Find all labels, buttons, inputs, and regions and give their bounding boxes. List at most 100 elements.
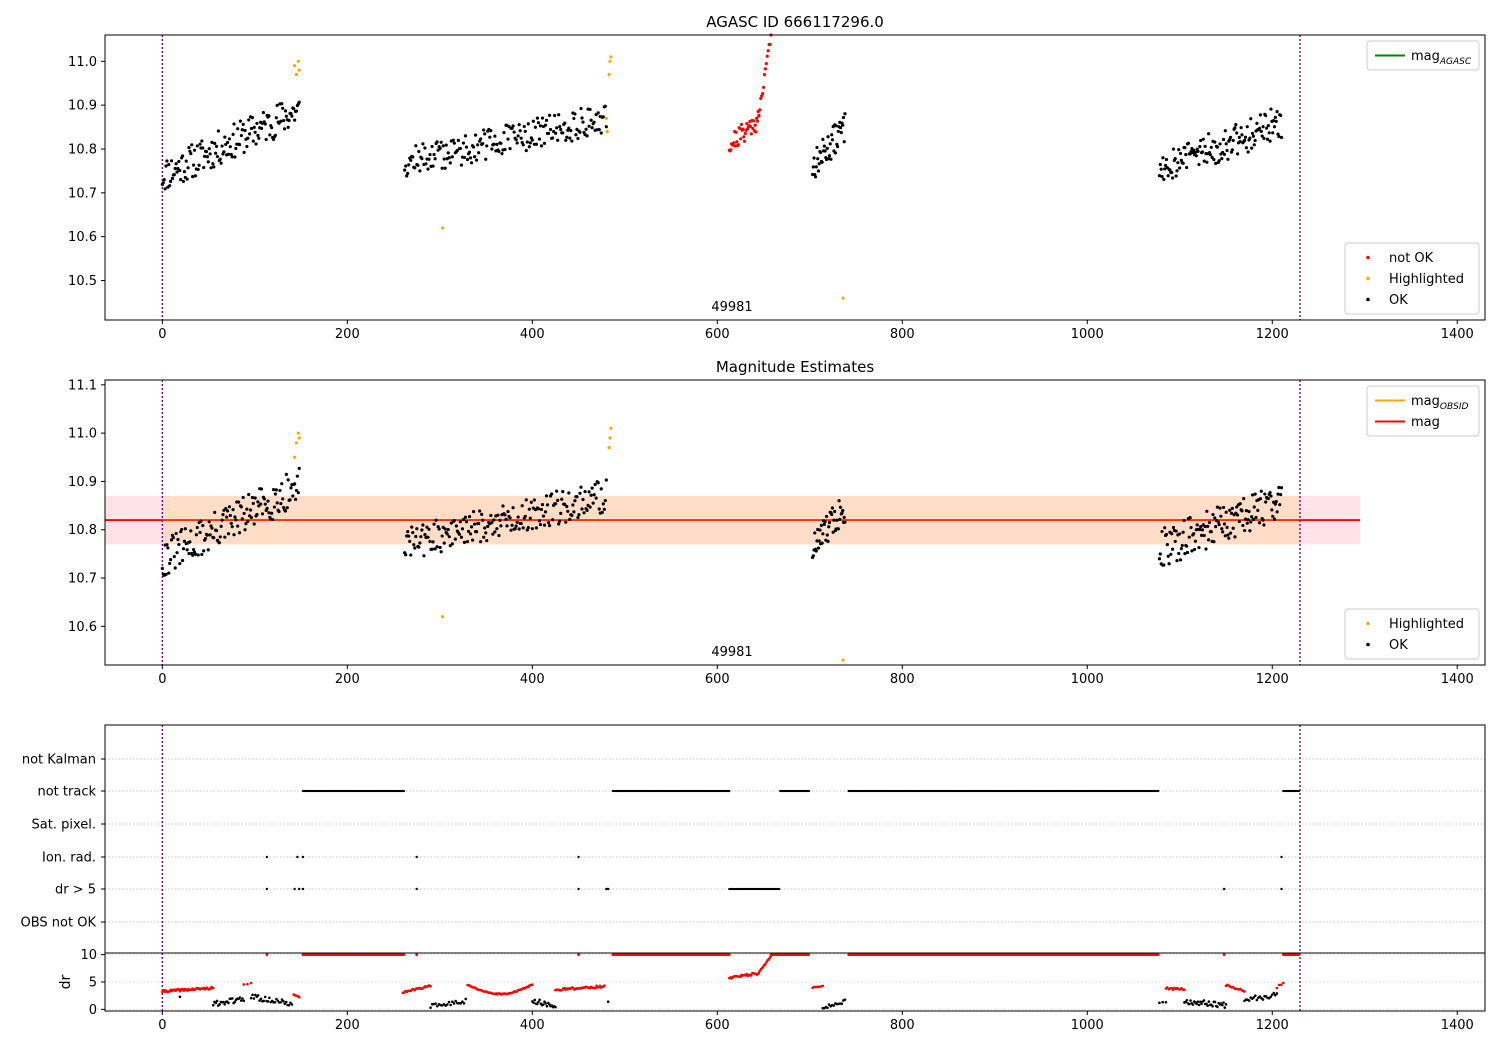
dr-xtick-label: 800 <box>890 1018 915 1033</box>
top-point-ok <box>569 129 573 133</box>
top-point-ok <box>474 133 478 137</box>
top-point-not-ok <box>761 92 765 96</box>
dr-point-not-ok <box>1277 983 1281 987</box>
top-point-ok <box>413 166 417 170</box>
top-point-ok <box>1202 159 1206 163</box>
middle-point-ok <box>477 521 481 526</box>
middle-point-ok <box>1227 536 1231 540</box>
top-point-ok <box>842 140 846 144</box>
middle-point-ok <box>198 530 202 535</box>
middle-point-ok <box>1250 493 1255 497</box>
top-point-ok <box>423 146 427 150</box>
top-point-ok <box>186 166 190 170</box>
dr-point-ok <box>263 995 267 999</box>
top-point-ok <box>1177 148 1181 152</box>
dr-point-ok <box>454 999 457 1003</box>
middle-point-ok <box>210 526 214 530</box>
top-point-ok <box>531 119 535 123</box>
top-point-ok <box>427 157 431 161</box>
top-point-ok <box>1255 121 1259 126</box>
middle-point-ok <box>180 558 185 563</box>
top-point-ok <box>421 142 425 146</box>
middle-point-ok <box>173 566 177 570</box>
middle-point-ok <box>557 522 561 526</box>
middle-xtick-label: 200 <box>335 672 360 687</box>
dr-point-ok <box>532 1001 535 1004</box>
middle-point-ok <box>483 526 487 530</box>
dr-point-ok <box>1199 1000 1202 1004</box>
flags-point <box>415 887 418 891</box>
top-point-ok <box>572 116 576 121</box>
middle-point-ok <box>283 509 288 513</box>
middle-point-ok <box>581 497 585 502</box>
middle-point-ok <box>596 481 600 485</box>
middle-point-ok <box>570 513 574 518</box>
middle-point-ok <box>811 554 815 558</box>
middle-point-ok <box>246 519 250 524</box>
top-point-ok <box>245 144 249 149</box>
middle-point-ok <box>1262 523 1266 527</box>
top-point-not-ok <box>763 67 768 71</box>
middle-point-ok <box>482 535 486 539</box>
top-point-ok <box>567 126 571 130</box>
top-point-ok <box>492 142 496 146</box>
top-point-not-ok <box>729 148 733 152</box>
top-point-not-ok <box>751 126 755 131</box>
middle-point-ok <box>248 508 253 512</box>
middle-point-ok <box>245 507 249 511</box>
top-point-ok <box>1162 177 1166 181</box>
top-point-ok <box>1275 110 1279 114</box>
top-point-ok <box>405 174 409 178</box>
middle-point-ok <box>1170 547 1175 551</box>
middle-point-ok <box>1279 492 1283 497</box>
top-point-ok <box>430 144 434 149</box>
middle-point-ok <box>813 531 817 535</box>
top-point-ok <box>451 138 455 142</box>
top-point-ok <box>506 137 510 141</box>
middle-point-ok <box>838 517 842 521</box>
top-point-ok <box>534 142 538 146</box>
middle-point-ok <box>191 553 195 557</box>
figure-title: AGASC ID 666117296.0 <box>706 13 884 31</box>
top-point-ok <box>822 144 826 148</box>
middle-xtick-label: 600 <box>705 672 730 687</box>
top-point-highlighted <box>604 116 608 120</box>
middle-point-ok <box>293 482 297 486</box>
top-legend-upper: magAGASC <box>1366 40 1480 71</box>
middle-point-ok <box>823 520 827 524</box>
top-point-ok <box>181 179 186 184</box>
top-point-highlighted <box>605 129 609 134</box>
middle-point-ok <box>231 508 235 512</box>
top-point-ok <box>1197 162 1201 167</box>
top-point-ok <box>1235 152 1240 156</box>
top-point-ok <box>1223 129 1227 133</box>
middle-point-ok <box>587 490 591 494</box>
top-ytick-label: 10.8 <box>68 143 97 158</box>
middle-point-ok <box>826 539 830 543</box>
top-point-ok <box>227 137 232 141</box>
middle-point-ok <box>407 534 411 538</box>
middle-point-ok <box>1243 517 1248 521</box>
middle-point-ok <box>408 539 412 543</box>
middle-point-ok <box>253 496 257 500</box>
top-point-ok <box>836 129 840 134</box>
middle-point-ok <box>1189 525 1193 530</box>
dr-point-ok <box>1270 993 1274 997</box>
middle-point-ok <box>604 478 608 482</box>
middle-point-ok <box>187 551 191 556</box>
top-point-ok <box>548 127 553 132</box>
middle-point-ok <box>453 537 457 541</box>
dr-point-ok <box>462 1002 466 1005</box>
top-point-ok <box>556 138 560 142</box>
top-point-ok <box>1261 125 1265 129</box>
top-point-ok <box>169 179 173 183</box>
dr-point-not-ok <box>1282 981 1285 985</box>
top-point-ok <box>293 118 297 122</box>
top-point-ok <box>467 150 472 154</box>
dr-point-ok <box>1274 993 1277 997</box>
top-point-ok <box>200 139 204 143</box>
top-point-ok <box>490 147 494 151</box>
dr-point-ok <box>214 1001 218 1005</box>
middle-point-ok <box>1279 486 1284 490</box>
